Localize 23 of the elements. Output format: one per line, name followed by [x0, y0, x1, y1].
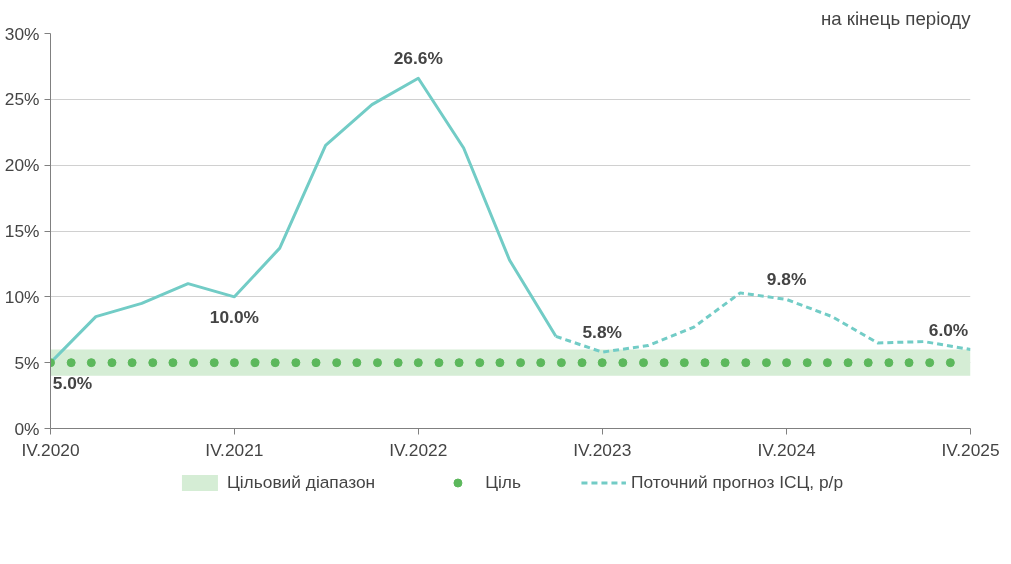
annotation: 10.0% [209, 306, 259, 327]
x-tick-label: IV.2024 [757, 439, 817, 460]
legend-label: Цільовий діапазон [226, 471, 376, 493]
y-tick-label: 15% [4, 221, 40, 241]
chart-subtitle: на кінець періоду [820, 7, 972, 29]
y-tick-label: 0% [14, 418, 40, 439]
annotation: 9.8% [766, 269, 807, 290]
x-tick-label: IV.2022 [389, 439, 448, 460]
legend-label: Ціль [485, 471, 521, 493]
x-tick-label: IV.2025 [941, 439, 1000, 460]
x-tick-label: IV.2021 [205, 439, 264, 460]
annotation: 5.0% [52, 372, 93, 393]
x-tick-label: IV.2023 [573, 439, 632, 460]
y-tick-label: 20% [4, 155, 40, 176]
annotation: 5.8% [582, 322, 622, 343]
y-tick-label: 5% [14, 352, 40, 373]
y-tick-label: 10% [4, 286, 40, 307]
y-tick-label: 25% [4, 89, 40, 110]
legend-label: Поточний прогноз ІСЦ, р/р [630, 471, 844, 493]
annotation: 6.0% [928, 319, 969, 340]
x-tick-label: IV.2020 [21, 439, 80, 460]
y-tick-label: 30% [4, 23, 40, 44]
annotation: 26.6% [393, 48, 443, 69]
